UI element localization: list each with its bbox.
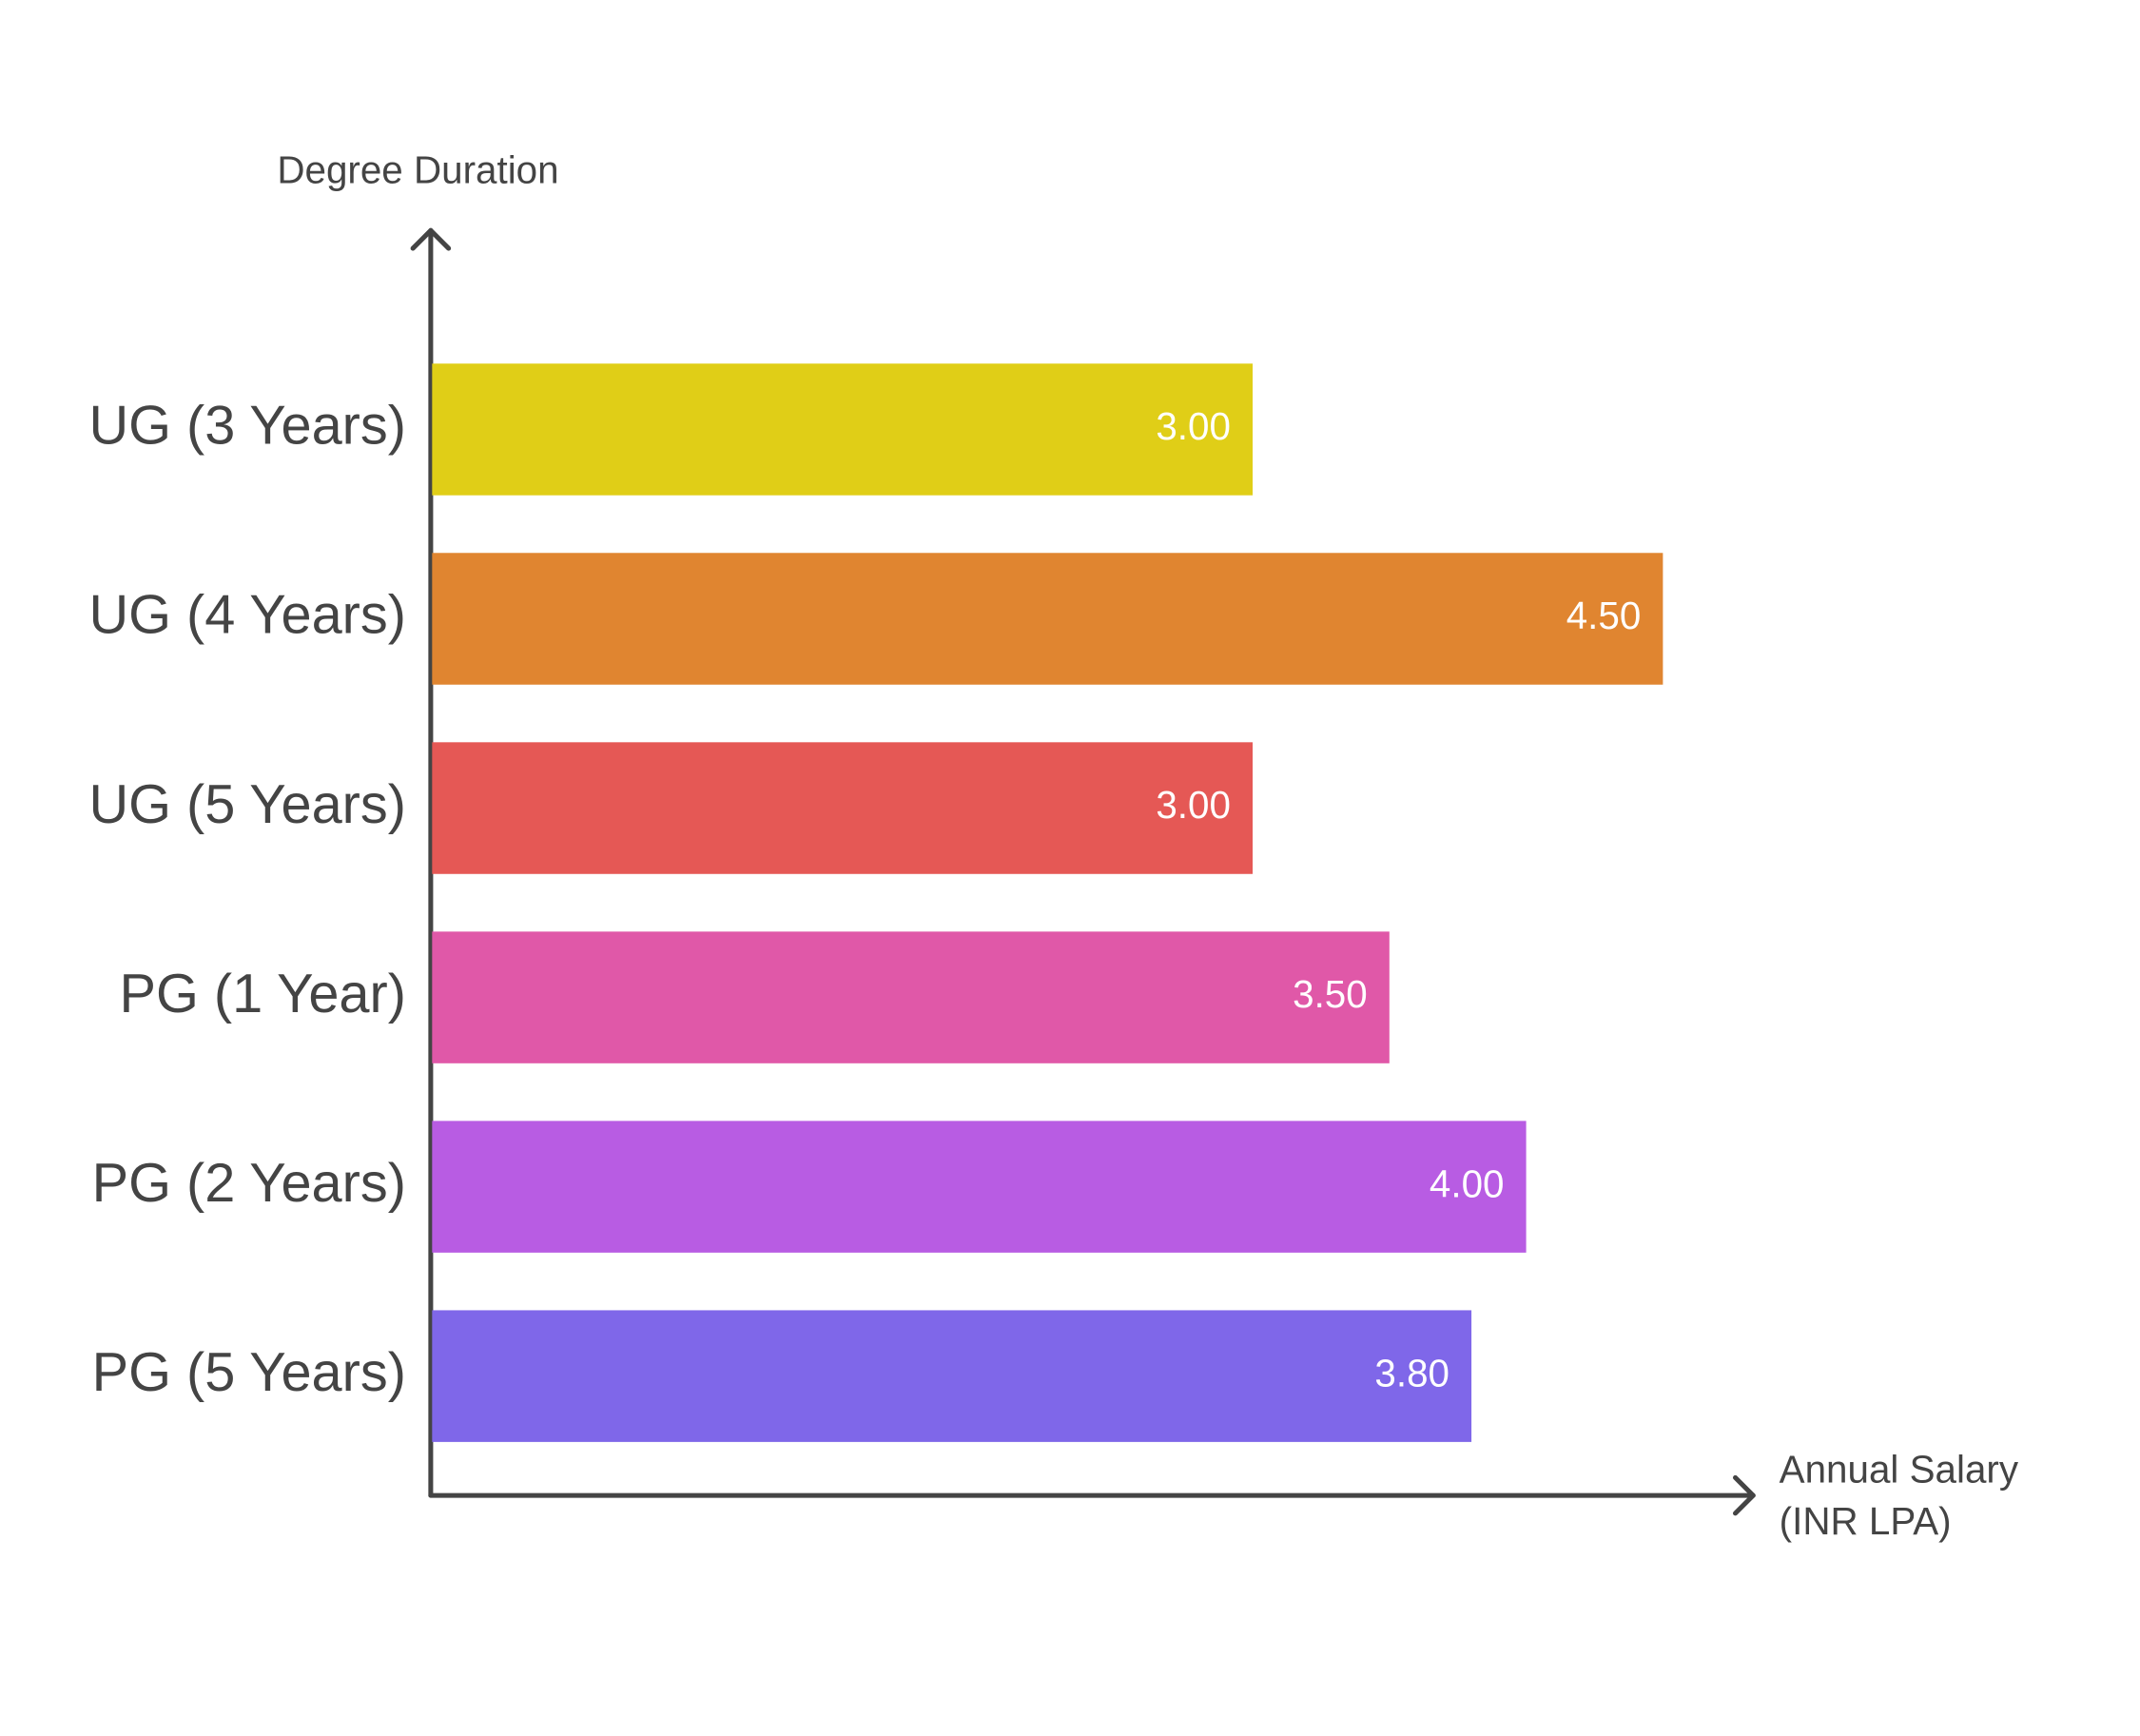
y-tick-label: UG (3 Years) (88, 396, 405, 457)
value-label: 3.00 (1156, 404, 1231, 448)
bar (432, 1310, 1472, 1442)
value-label: 4.50 (1566, 594, 1642, 637)
bar (432, 742, 1254, 874)
y-tick-label: UG (4 Years) (88, 585, 405, 646)
y-tick-label: PG (5 Years) (92, 1342, 406, 1403)
value-label: 4.00 (1430, 1161, 1505, 1205)
x-axis-arrow (1732, 1474, 1756, 1516)
value-label: 3.50 (1293, 972, 1368, 1016)
y-axis-title: Degree Duration (277, 147, 558, 191)
y-tick-label: PG (1 Year) (119, 964, 405, 1024)
axes (410, 227, 1756, 1516)
value-label: 3.00 (1156, 783, 1231, 827)
bar (432, 363, 1254, 496)
y-tick-label: UG (5 Years) (88, 774, 405, 835)
value-label: 3.80 (1374, 1351, 1449, 1395)
bar (432, 931, 1390, 1063)
y-axis-arrow (410, 227, 452, 251)
y-tick-label: PG (2 Years) (92, 1153, 406, 1214)
bar (432, 553, 1663, 685)
bar (432, 1121, 1527, 1253)
x-axis-title: Annual Salary (1780, 1447, 2019, 1491)
x-axis-title: (INR LPA) (1780, 1499, 1952, 1543)
